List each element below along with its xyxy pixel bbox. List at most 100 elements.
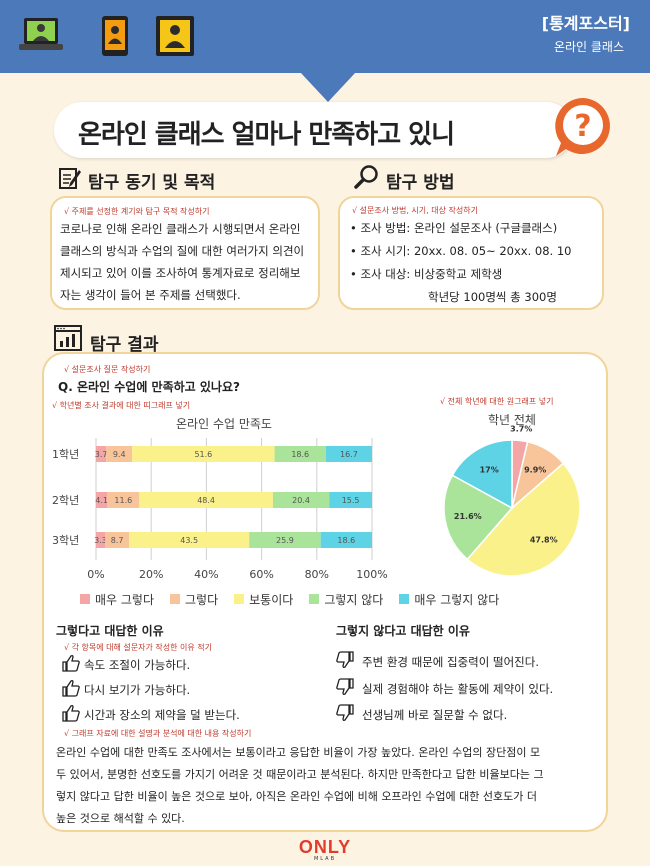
thumbs-down-icon <box>336 678 354 695</box>
method-item: • 조사 방법: 온라인 설문조사 (구글클래스) <box>350 221 558 235</box>
bar-data-label: 3.7 <box>95 450 108 459</box>
poster-type-label: [통계포스터] <box>541 14 630 33</box>
bar-data-label: 8.7 <box>111 536 124 545</box>
footer-logo: ONLY MLAB <box>0 838 650 862</box>
bar-chart-title: 온라인 수업 만족도 <box>176 417 272 431</box>
motivation-line: 자는 생각이 들어 본 주제를 선택했다. <box>60 288 241 302</box>
bar-segment <box>107 492 140 508</box>
pencil-note-icon <box>59 168 81 189</box>
tablet-icon <box>102 16 128 56</box>
method-note: √ 설문조사 방법, 시기, 대상 작성하기 <box>352 206 478 215</box>
pie-slice <box>466 462 581 577</box>
motivation-heading: 탐구 동기 및 목적 <box>88 173 216 193</box>
pie-slice <box>443 474 514 561</box>
motivation-note: √ 주제를 선정한 계기와 탐구 목적 작성하기 <box>64 207 210 216</box>
reason-no-item: 실제 경험해야 하는 활동에 제약이 있다. <box>362 682 554 696</box>
x-tick-label: 100% <box>356 568 387 581</box>
title-banner <box>54 102 574 158</box>
bar-segment <box>96 532 106 548</box>
monitor-icon <box>156 16 194 56</box>
pie-data-label: 21.6% <box>454 512 482 521</box>
thumbs-up-icon <box>62 655 80 672</box>
pie-slice <box>451 439 513 510</box>
legend-label: 그렇다 <box>185 592 219 607</box>
bar-data-label: 51.6 <box>194 450 212 459</box>
bar-segment <box>329 492 372 508</box>
bar-chart: 온라인 수업 만족도 1학년 2학년 3학년 3.7 9.4 51.6 18.6 16.7 4… <box>52 417 388 581</box>
x-tick-label: 60% <box>249 568 273 581</box>
motivation-text: 코로나로 인해 온라인 클래스가 시행되면서 온라인 클래스의 방식과 수업의 … <box>60 218 316 306</box>
pie-chart: 학년 전체 3.7% 9.9% 47.8% 21.6% 17% <box>443 413 581 577</box>
logo-text: ONLY <box>298 837 352 857</box>
survey-question: Q. 온라인 수업에 만족하고 있나요? <box>58 380 240 394</box>
bar-chart-note: √ 학년별 조사 결과에 대한 띠그래프 넣기 <box>52 401 191 410</box>
legend-label: 매우 그렇지 않다 <box>414 592 500 607</box>
method-heading: 탐구 방법 <box>386 173 455 193</box>
analysis-line: 두 있어서, 분명한 선호도를 가지기 어려운 것 때문이라고 분석된다. 하지… <box>56 768 544 781</box>
analysis-line: 렇지 않다고 답한 비율이 높은 것으로 보아, 아직은 온라인 수업에 비해 … <box>56 790 537 803</box>
bar-segment <box>129 532 250 548</box>
bar-segment <box>320 532 372 548</box>
reasons-no-heading: 그렇지 않다고 대답한 이유 <box>336 624 470 638</box>
bar-data-label: 16.7 <box>340 450 358 459</box>
bar-data-label: 9.4 <box>113 450 126 459</box>
bar-segment <box>274 446 326 462</box>
bar-data-label: 3.3 <box>94 536 107 545</box>
bar-segment <box>249 532 321 548</box>
legend-swatch <box>234 594 245 604</box>
x-tick-label: 0% <box>87 568 104 581</box>
legend-item: 그렇지 않다 <box>309 590 383 608</box>
bar-segment <box>105 532 130 548</box>
thumbs-up-icon <box>62 705 80 722</box>
pie-chart-title: 학년 전체 <box>488 413 536 427</box>
analysis-line: 온라인 수업에 대한 만족도 조사에서는 보통이라고 응답한 비율이 가장 높았… <box>56 746 541 759</box>
x-tick-label: 40% <box>194 568 218 581</box>
reason-no-item: 선생님께 바로 질문할 수 없다. <box>362 708 508 722</box>
bar-data-label: 48.4 <box>197 496 215 505</box>
motivation-line: 코로나로 인해 온라인 클래스가 시행되면서 온라인 <box>60 222 301 236</box>
analysis-line: 높은 것으로 해석할 수 있다. <box>56 812 185 825</box>
logo-subtext: MLAB <box>313 856 337 862</box>
legend-swatch <box>170 594 181 604</box>
bar-data-label: 11.6 <box>114 496 132 505</box>
bar-data-label: 25.9 <box>276 536 294 545</box>
bar-segment <box>139 492 273 508</box>
bar-data-label: 18.6 <box>337 536 355 545</box>
legend-swatch <box>399 594 410 604</box>
question-note: √ 설문조사 질문 작성하기 <box>64 365 151 374</box>
results-panel <box>42 352 608 832</box>
bar-segment <box>272 492 330 508</box>
magnifier-icon <box>354 165 378 189</box>
results-heading: 탐구 결과 <box>90 335 159 355</box>
analysis-note: √ 그래프 자료에 대한 설명과 분석에 대한 내용 작성하기 <box>64 729 252 738</box>
bar-data-label: 20.4 <box>292 496 310 505</box>
legend-label: 보통이다 <box>249 592 294 607</box>
analysis-text: 온라인 수업에 대한 만족도 조사에서는 보통이라고 응답한 비율이 가장 높았… <box>56 742 604 830</box>
poster-subject-label: 온라인 클래스 <box>553 40 624 54</box>
bar-segment <box>132 446 275 462</box>
method-item: • 조사 시기: 20xx. 08. 05~ 20xx. 08. 10 <box>350 244 572 258</box>
thumbs-up-icon <box>62 680 80 697</box>
thumbs-down-icon <box>336 704 354 721</box>
method-item: 학년당 100명씩 총 300명 <box>428 290 557 304</box>
bar-segment <box>96 492 108 508</box>
bar-data-label: 43.5 <box>180 536 198 545</box>
x-tick-label: 80% <box>305 568 329 581</box>
bar-segment <box>106 446 133 462</box>
legend-item: 매우 그렇다 <box>80 590 154 608</box>
pie-data-label: 17% <box>480 465 499 474</box>
method-item: • 조사 대상: 비상중학교 제학생 <box>350 267 503 281</box>
legend-label: 그렇지 않다 <box>324 592 384 607</box>
y-category-label: 3학년 <box>52 534 79 547</box>
laptop-icon <box>19 18 63 50</box>
legend-item: 보통이다 <box>234 590 293 608</box>
reason-yes-item: 속도 조절이 가능하다. <box>84 658 191 672</box>
bar-data-label: 15.5 <box>342 496 360 505</box>
legend-swatch <box>80 594 90 604</box>
legend-swatch <box>309 594 320 604</box>
pie-data-label: 9.9% <box>524 466 546 475</box>
bar-segment <box>325 446 372 462</box>
page-title: 온라인 클래스 얼마나 만족하고 있니 <box>78 120 455 150</box>
motivation-line: 클래스의 방식과 수업의 질에 대한 여러가지 의견이 <box>60 244 305 258</box>
motivation-line: 제시되고 있어 이를 조사하여 통계자료로 정리해보 <box>60 266 301 280</box>
